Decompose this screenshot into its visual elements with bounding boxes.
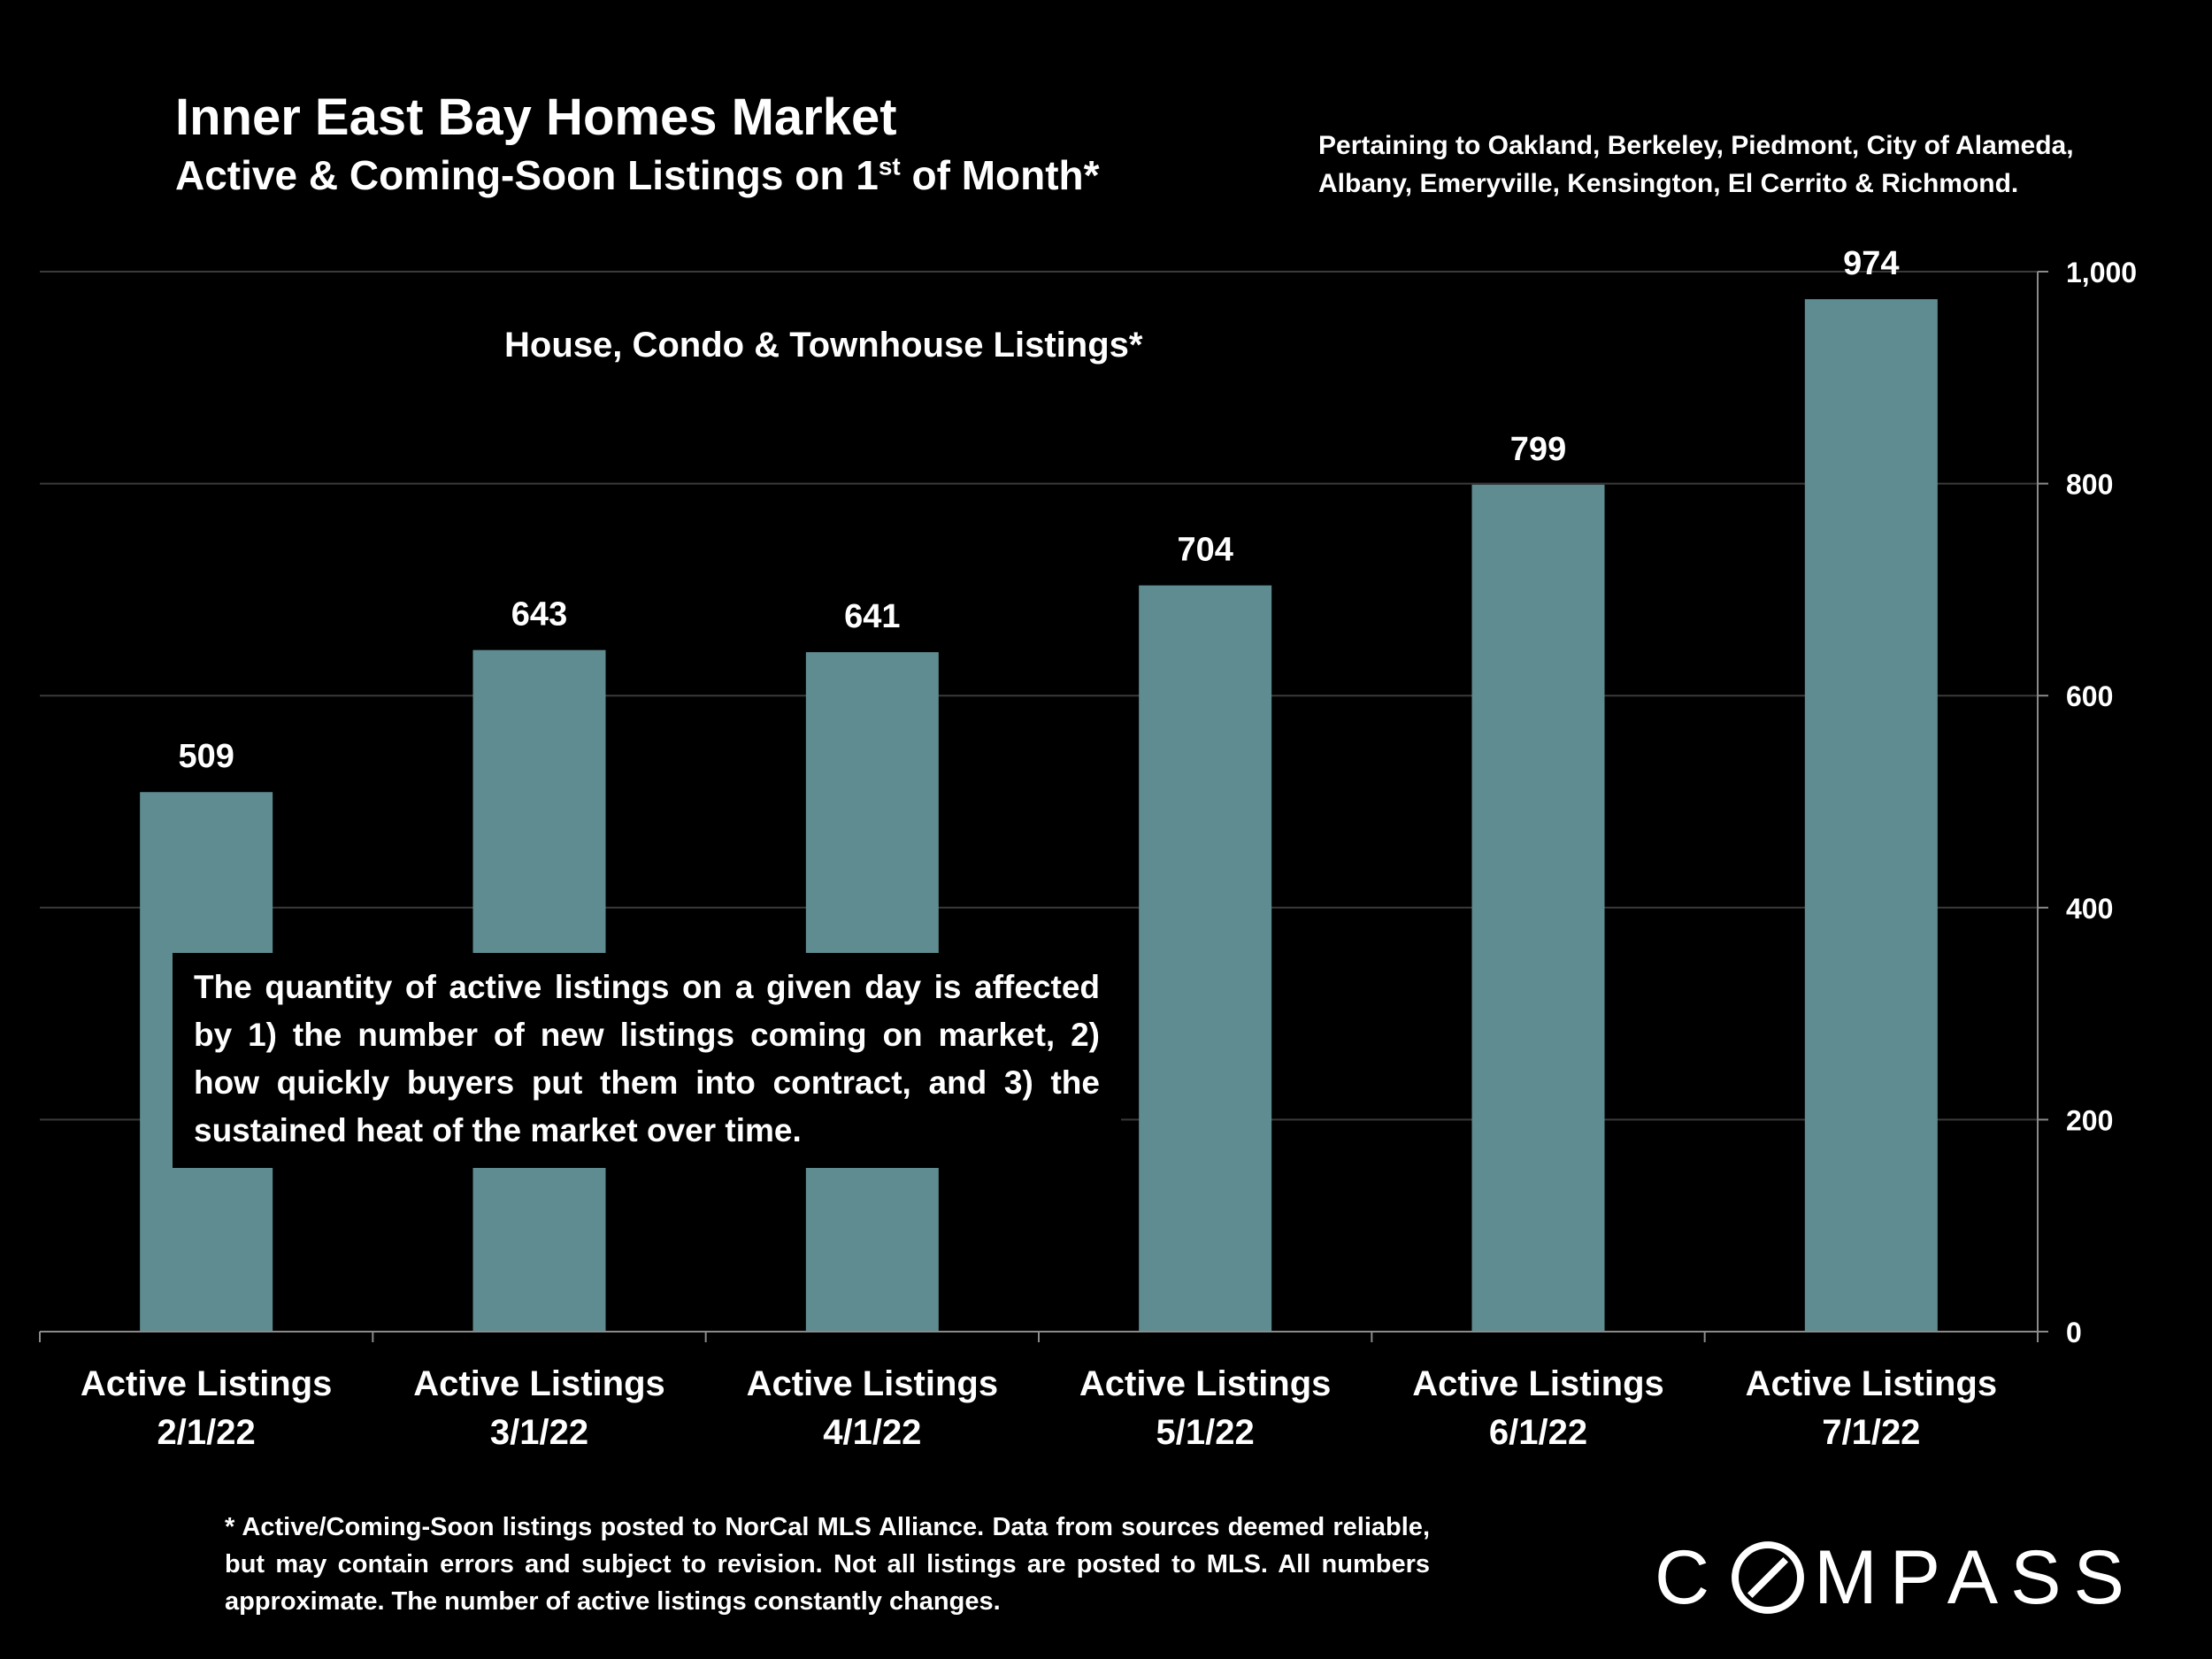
- x-tick-label: 4/1/22: [823, 1413, 921, 1452]
- x-tick-label: 5/1/22: [1156, 1413, 1255, 1452]
- region-line-1: Pertaining to Oakland, Berkeley, Piedmon…: [1318, 131, 2074, 160]
- data-label: 704: [1177, 532, 1233, 569]
- explanation-note: The quantity of active listings on a giv…: [173, 953, 1121, 1168]
- region-line-2: Albany, Emeryville, Kensington, El Cerri…: [1318, 169, 2019, 198]
- data-label: 643: [511, 596, 567, 634]
- compass-logo: C MPASS: [1655, 1538, 2137, 1617]
- y-tick-label: 800: [2066, 469, 2113, 501]
- x-tick-label: 3/1/22: [490, 1413, 588, 1452]
- page-title: Inner East Bay Homes Market: [175, 88, 897, 146]
- y-tick-label: 600: [2066, 680, 2113, 712]
- bar: [1471, 484, 1605, 1332]
- x-tick-label: 6/1/22: [1489, 1413, 1587, 1452]
- x-tick-label: Active Listings: [1079, 1364, 1332, 1403]
- y-tick-label: 200: [2066, 1104, 2113, 1136]
- x-tick-label: Active Listings: [81, 1364, 333, 1403]
- region-note: Pertaining to Oakland, Berkeley, Piedmon…: [1318, 127, 2074, 203]
- y-tick-label: 0: [2066, 1317, 2082, 1348]
- x-tick-label: Active Listings: [1746, 1364, 1998, 1403]
- data-label: 641: [844, 598, 900, 635]
- data-label: 509: [178, 738, 234, 775]
- x-tick-label: Active Listings: [413, 1364, 665, 1403]
- bar: [1804, 299, 1938, 1333]
- x-tick-label: Active Listings: [1412, 1364, 1664, 1403]
- data-label: 974: [1843, 245, 1899, 282]
- y-tick-label: 1,000: [2066, 257, 2137, 288]
- footnote: * Active/Coming-Soon listings posted to …: [225, 1513, 1430, 1616]
- x-tick-label: 2/1/22: [157, 1413, 256, 1452]
- x-tick-label: Active Listings: [747, 1364, 999, 1403]
- bar: [1139, 585, 1272, 1332]
- y-tick-label: 400: [2066, 893, 2113, 925]
- series-label: House, Condo & Townhouse Listings*: [504, 326, 1143, 365]
- data-label: 799: [1510, 431, 1566, 468]
- logo-text-right: MPASS: [1814, 1535, 2137, 1620]
- page-subtitle: Active & Coming-Soon Listings on 1st of …: [175, 152, 1100, 198]
- logo-text-left: C: [1655, 1535, 1723, 1620]
- compass-o-icon: [1732, 1541, 1805, 1614]
- x-tick-label: 7/1/22: [1822, 1413, 1920, 1452]
